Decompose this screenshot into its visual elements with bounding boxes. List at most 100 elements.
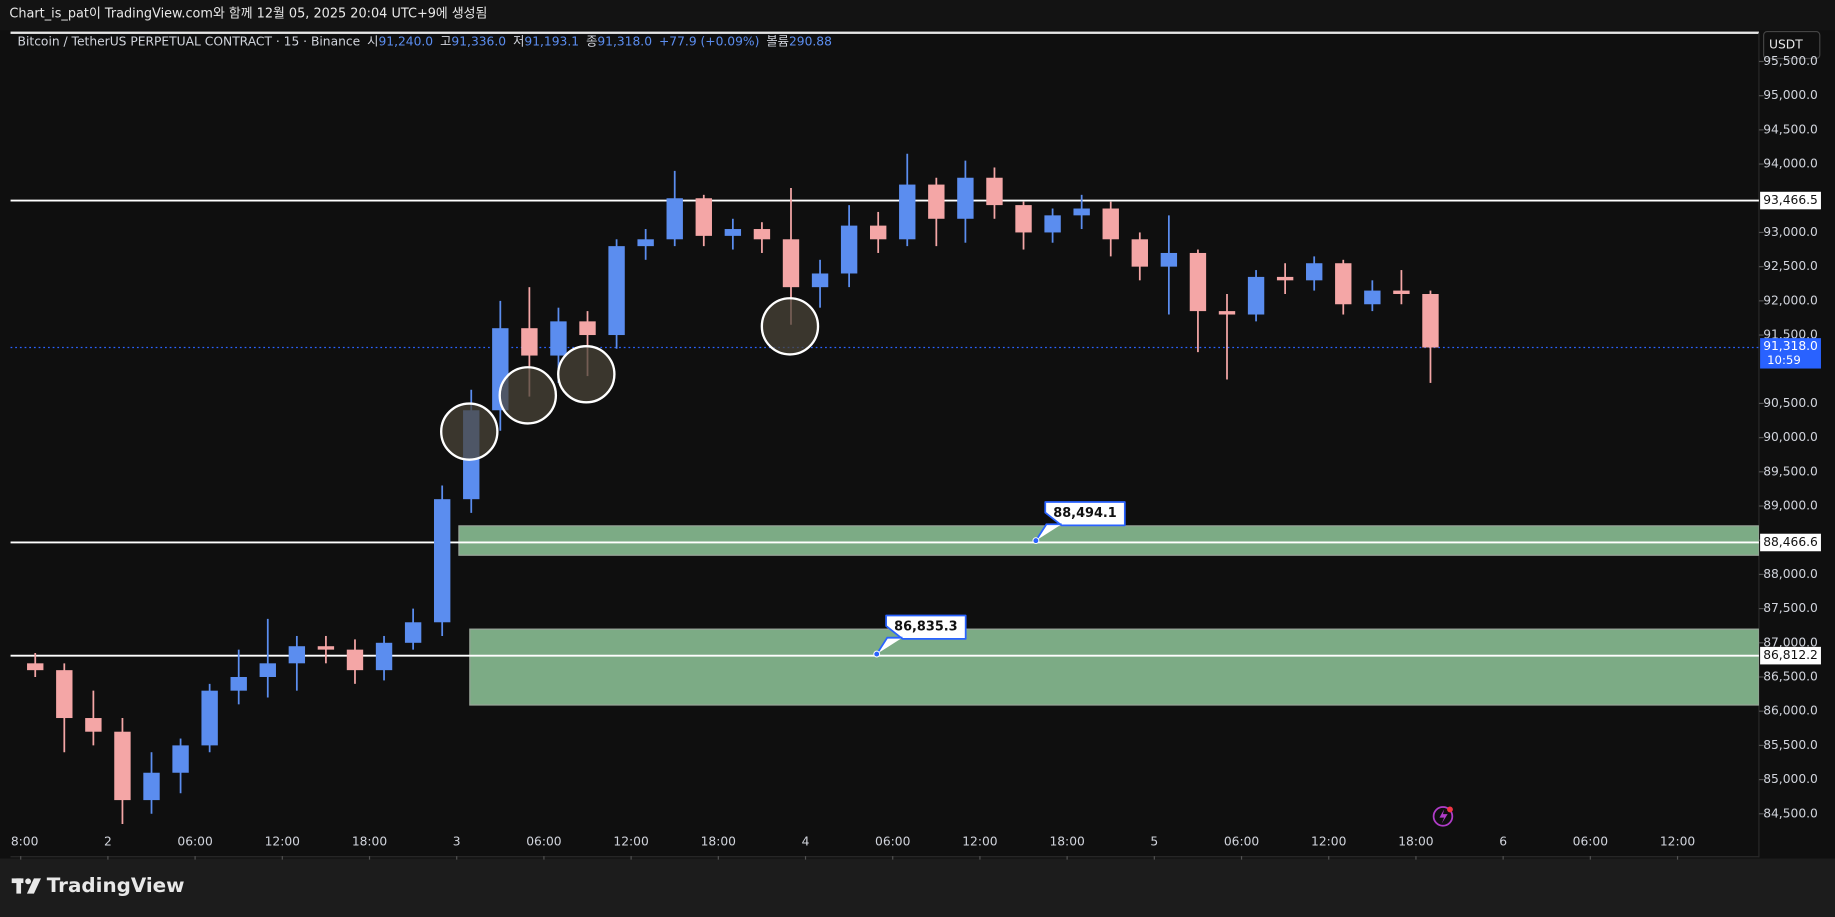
level-label: 88,466.6: [1763, 535, 1818, 549]
callout-pointer: [1035, 523, 1062, 542]
legend-value: 91,336.0: [451, 34, 506, 48]
x-tick-label: 18:00: [1398, 835, 1433, 849]
candle-body: [1044, 215, 1061, 233]
x-tick-label: 06:00: [1224, 835, 1259, 849]
highlight-circle: [557, 345, 616, 404]
legend-symbol: Bitcoin / TetherUS PERPETUAL CONTRACT · …: [18, 34, 361, 48]
candle-body: [1276, 276, 1294, 281]
candle-body: [1422, 294, 1439, 348]
y-tick-label: 84,500.0: [1763, 806, 1818, 820]
candle-body: [637, 239, 654, 247]
candle-body: [579, 321, 596, 336]
level-label-box: [1760, 191, 1821, 210]
x-tick-label: 12:00: [1660, 835, 1695, 849]
y-tick-label: 85,500.0: [1763, 738, 1818, 752]
time-axis: 18:00 2 06:00 12:00 18:00 3 06:00 12:00 18:00 4 06…: [3, 835, 1695, 860]
level-label: 86,812.2: [1763, 648, 1818, 662]
candle-body: [870, 225, 887, 240]
y-tick-label: 94,000.0: [1763, 157, 1818, 171]
candle-body: [928, 184, 945, 219]
candle-body: [1015, 205, 1032, 233]
candle-body: [666, 198, 683, 240]
candle-body: [1335, 263, 1352, 305]
currency-label: USDT: [1769, 38, 1803, 52]
last-price-label: 91,318.0: [1763, 339, 1818, 353]
logo-shape: [25, 878, 32, 885]
x-tick-label: 6: [1499, 835, 1507, 849]
callout-anchor: [1032, 537, 1040, 545]
header-title: Chart_is_pat이 TradingView.com와 함께 12월 05…: [9, 7, 487, 22]
y-tick-label: 90,500.0: [1763, 396, 1818, 410]
x-tick-label: 2: [104, 835, 112, 849]
x-tick-label: 18:00: [3, 835, 38, 849]
candle-body: [1160, 252, 1178, 267]
plot-area: [10, 153, 1759, 825]
y-tick-label: 94,500.0: [1763, 122, 1818, 136]
legend-label: 종: [586, 34, 597, 48]
x-tick-label: 06:00: [1573, 835, 1608, 849]
legend-change: +77.9 (+0.09%): [659, 34, 759, 48]
candle-body: [201, 690, 218, 746]
currency-button[interactable]: [1763, 30, 1821, 60]
candle-body: [56, 670, 73, 719]
highlight-circle: [440, 402, 499, 461]
candle-body: [288, 646, 306, 664]
legend-label: 볼륨: [766, 34, 789, 48]
candle-body: [608, 246, 625, 336]
x-tick-label: 18:00: [352, 835, 387, 849]
x-tick-label: 12:00: [613, 835, 648, 849]
level-label-box: [1760, 533, 1821, 552]
candle-body: [724, 229, 742, 236]
legend-value: 290.88: [789, 34, 832, 48]
price-zone: [458, 525, 1759, 556]
candle-body: [172, 745, 189, 773]
candle-body: [230, 676, 247, 691]
legend-label: 시: [367, 34, 378, 48]
price-axis: 84,500.0 85,000.0 85,500.0 86,000.0 86,500.0…: [1758, 54, 1821, 820]
callout-label: 88,494.1: [1053, 506, 1117, 521]
level-label: 93,466.5: [1763, 193, 1818, 207]
y-tick-label: 87,500.0: [1763, 601, 1818, 615]
x-tick-label: 18:00: [701, 835, 736, 849]
callout-box: [885, 614, 967, 640]
candle-body: [899, 184, 916, 240]
x-tick-label: 5: [1150, 835, 1158, 849]
x-tick-label: 3: [453, 835, 461, 849]
candle-body: [1306, 263, 1323, 281]
brand-logo: [11, 878, 41, 894]
alert-icon[interactable]: [1432, 806, 1454, 827]
candle-body: [85, 718, 102, 732]
callout-label: 86,835.3: [894, 620, 957, 635]
x-tick-label: 12:00: [962, 835, 997, 849]
legend-value: 91,193.1: [524, 34, 579, 48]
y-tick-label: 91,500.0: [1763, 328, 1818, 342]
candle-body: [143, 772, 160, 801]
candle-body: [1189, 252, 1207, 312]
candle-body: [1073, 208, 1090, 216]
y-tick-label: 92,000.0: [1763, 293, 1818, 307]
callout-box: [1044, 501, 1126, 527]
legend-value: 91,318.0: [597, 34, 652, 48]
y-tick-label: 86,500.0: [1763, 669, 1818, 683]
x-tick-label: 18:00: [1049, 835, 1084, 849]
callout-anchor: [873, 650, 881, 658]
x-tick-label: 12:00: [1311, 835, 1346, 849]
candle-body: [753, 229, 771, 240]
x-tick-label: 12:00: [265, 835, 300, 849]
y-tick-label: 88,000.0: [1763, 567, 1818, 581]
annotations: 88,494.1 86,835.3: [440, 297, 1454, 827]
legend-label: 저: [513, 34, 524, 48]
alert-dot: [1447, 806, 1453, 813]
candle-body: [1393, 290, 1410, 295]
price-zone: [469, 628, 1759, 706]
y-tick-label: 89,000.0: [1763, 499, 1818, 513]
candle-body: [957, 177, 974, 219]
candle-body: [811, 273, 829, 288]
candle-body: [1102, 208, 1119, 240]
candle-body: [259, 663, 276, 677]
candle-body: [346, 649, 364, 671]
candle-body: [317, 646, 335, 650]
y-tick-label: 85,000.0: [1763, 772, 1818, 786]
